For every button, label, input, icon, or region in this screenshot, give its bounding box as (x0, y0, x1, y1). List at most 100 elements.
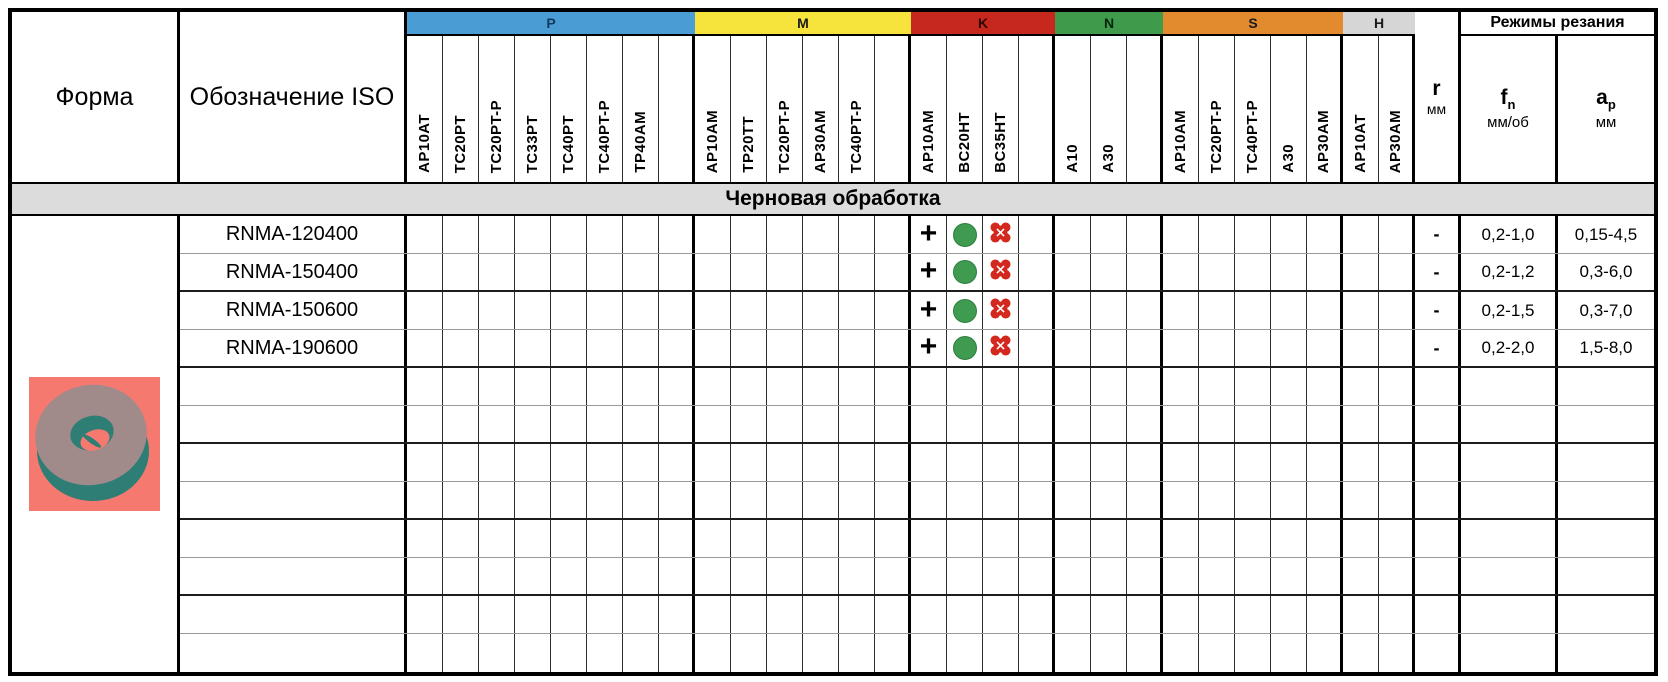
grade-cell (1163, 482, 1199, 518)
grade-cell (407, 292, 443, 329)
grade-cell (947, 216, 983, 253)
grade-cell (1199, 596, 1235, 633)
grade-label: TC40PT-P (848, 99, 865, 173)
forma-header-label: Форма (55, 82, 134, 111)
grade-cell (767, 520, 803, 557)
radius-cell (1415, 596, 1461, 633)
grade-cell (659, 444, 695, 481)
feed-column-header: fn мм/об (1461, 36, 1558, 182)
grade-cell (479, 596, 515, 633)
radius-cell: - (1415, 216, 1461, 253)
grade-cell (1307, 444, 1343, 481)
grade-cell (1379, 292, 1415, 329)
grade-cell (515, 520, 551, 557)
grade-column-header-empty (659, 36, 695, 182)
grade-cell: + (911, 330, 947, 366)
grade-cell (659, 520, 695, 557)
grade-cell (803, 482, 839, 518)
grade-cell (1307, 254, 1343, 290)
grade-cell (1235, 444, 1271, 481)
radius-cell: - (1415, 254, 1461, 290)
iso-designation-cell: RNMA-190600 (180, 330, 407, 366)
grade-cell (479, 406, 515, 442)
grade-cell (983, 216, 1019, 253)
grade-cell: + (911, 216, 947, 253)
grade-cell (407, 482, 443, 518)
grade-cell (659, 368, 695, 405)
grade-cell (839, 482, 875, 518)
grade-cell (731, 634, 767, 672)
grade-cell (911, 520, 947, 557)
iso-designation-cell (180, 444, 407, 481)
grade-cell (623, 482, 659, 518)
grade-cell (1055, 216, 1091, 253)
grade-column-header-A30: A30 (1091, 36, 1127, 182)
grade-cell (767, 292, 803, 329)
grade-cell (1127, 254, 1163, 290)
feed-cell: 0,2-1,5 (1461, 292, 1558, 329)
grade-cell (515, 558, 551, 594)
grade-label: TC40PT-P (596, 99, 613, 173)
grade-cell (623, 292, 659, 329)
grade-cell (1235, 596, 1271, 633)
table-body: RNMA-120400 + -0,2-1,0 0,15-4,5 RNMA-150400 +… (12, 216, 1654, 672)
grade-cell (767, 596, 803, 633)
grade-cell (1127, 482, 1163, 518)
grade-cell (1343, 482, 1379, 518)
grade-cell (1091, 444, 1127, 481)
red-splat-icon (988, 257, 1013, 287)
grade-cell (1091, 634, 1127, 672)
grade-label: TC40PT-P (1244, 99, 1261, 173)
grade-cell (983, 444, 1019, 481)
radius-cell (1415, 634, 1461, 672)
grade-cell (983, 368, 1019, 405)
grade-column-header-AP10AM: AP10AM (1163, 36, 1199, 182)
grade-cell (1271, 406, 1307, 442)
grade-cell (767, 216, 803, 253)
grade-cell (731, 292, 767, 329)
grade-cell (875, 482, 911, 518)
grade-cell (731, 596, 767, 633)
grade-cell (947, 330, 983, 366)
green-dot-icon (952, 260, 977, 284)
grade-cell (983, 254, 1019, 290)
grade-cell (551, 482, 587, 518)
grade-cell (983, 596, 1019, 633)
grade-cell (1343, 596, 1379, 633)
grade-cell (479, 634, 515, 672)
grade-cell (551, 596, 587, 633)
grade-cell (407, 330, 443, 366)
grade-cell (1019, 216, 1055, 253)
grade-cell (1091, 292, 1127, 329)
grade-cell (1379, 482, 1415, 518)
depth-cell (1558, 444, 1654, 481)
grade-cell (515, 634, 551, 672)
grade-cell (443, 254, 479, 290)
grade-cell (1163, 216, 1199, 253)
grade-cell (695, 406, 731, 442)
grade-cell (947, 444, 983, 481)
grade-cell (551, 558, 587, 594)
feed-cell (1461, 558, 1558, 594)
depth-cell: 0,15-4,5 (1574, 224, 1638, 244)
grade-cell: + (911, 254, 947, 290)
grade-cell (695, 330, 731, 366)
grade-column-header-TC40PT-P: TC40PT-P (839, 36, 875, 182)
grade-cell (947, 482, 983, 518)
grade-cell (1343, 216, 1379, 253)
grade-cell (659, 330, 695, 366)
grade-label: AP10AT (416, 114, 433, 173)
grade-cell (515, 406, 551, 442)
grade-cell (1127, 634, 1163, 672)
grade-cell (1127, 216, 1163, 253)
grade-cell (983, 520, 1019, 557)
grade-cell (551, 292, 587, 329)
iso-header-label: Обозначение ISO (189, 83, 395, 111)
grade-cell (695, 558, 731, 594)
grade-cell (1127, 444, 1163, 481)
grade-cell (1199, 520, 1235, 557)
depth-cell (1558, 634, 1654, 672)
grade-cell (839, 292, 875, 329)
group-P: P AP10AT TC20PT TC20PT-P TC33PT TC40PT TC40PT-… (407, 12, 695, 182)
grade-cell (659, 634, 695, 672)
